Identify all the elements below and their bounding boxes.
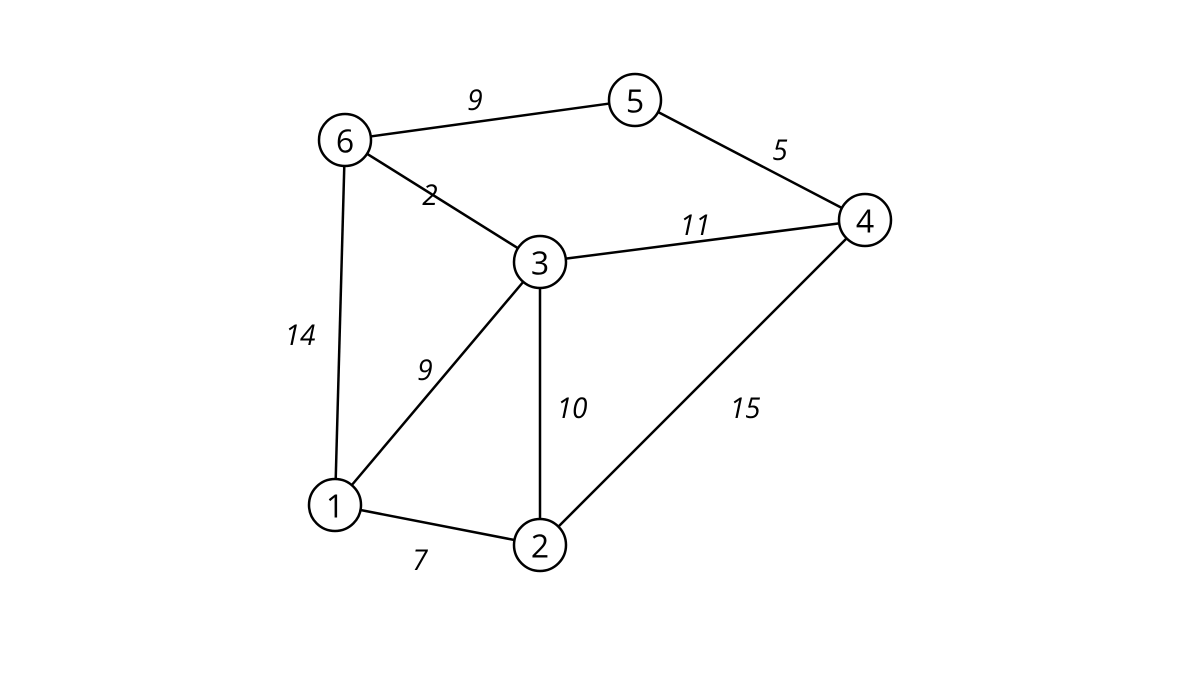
node-label-3: 3 <box>531 242 549 285</box>
node-3: 3 <box>514 236 566 288</box>
node-label-4: 4 <box>856 200 874 243</box>
node-4: 4 <box>839 194 891 246</box>
edge-weight-6-3: 2 <box>422 176 437 214</box>
node-label-5: 5 <box>626 80 644 123</box>
node-label-2: 2 <box>531 525 549 568</box>
graph-diagram: 9 5 2 11 14 9 10 15 7 1 2 3 4 5 6 <box>0 0 1200 675</box>
edge-6-5 <box>371 104 609 137</box>
edge-6-3 <box>367 154 518 248</box>
edge-weight-3-1: 9 <box>417 351 432 389</box>
edge-4-2 <box>558 238 846 526</box>
edge-weight-5-4: 5 <box>772 131 788 169</box>
edge-6-1 <box>336 166 345 479</box>
edge-weight-6-1: 14 <box>285 316 316 354</box>
node-2: 2 <box>514 519 566 571</box>
edge-weight-1-2: 7 <box>412 541 428 579</box>
edge-weight-6-5: 9 <box>467 81 482 119</box>
edge-weight-4-2: 15 <box>730 389 761 427</box>
node-6: 6 <box>319 114 371 166</box>
node-5: 5 <box>609 74 661 126</box>
node-label-1: 1 <box>326 485 344 528</box>
node-label-6: 6 <box>336 120 354 163</box>
edge-3-1 <box>352 282 523 485</box>
edge-5-4 <box>658 112 842 208</box>
nodes-layer: 1 2 3 4 5 6 <box>309 74 891 571</box>
edge-weight-3-2: 10 <box>557 389 588 427</box>
edges-layer <box>336 104 847 540</box>
node-1: 1 <box>309 479 361 531</box>
edge-weight-3-4: 11 <box>680 206 711 244</box>
edge-1-2 <box>361 510 515 540</box>
